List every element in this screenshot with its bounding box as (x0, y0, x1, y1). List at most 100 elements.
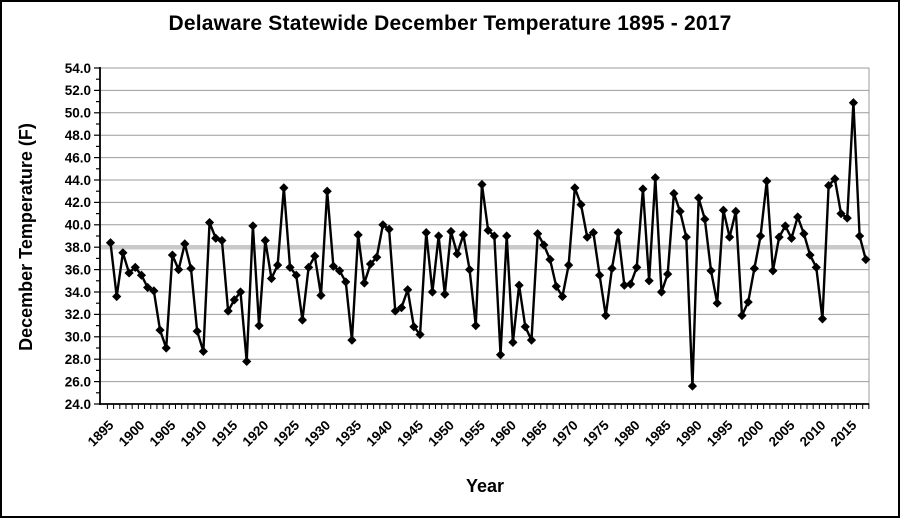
data-point-marker (396, 303, 407, 313)
data-point-marker (731, 206, 741, 216)
data-point-marker (576, 200, 586, 210)
y-tick-label: 50.0 (65, 106, 91, 121)
data-point-marker (341, 277, 351, 287)
data-point-marker (675, 206, 685, 216)
data-point-marker (495, 350, 506, 360)
data-point-marker (384, 224, 394, 234)
data-point-marker (656, 287, 667, 297)
data-point-marker (297, 315, 308, 325)
data-point-marker (526, 335, 537, 345)
x-tick-label: 1950 (425, 418, 457, 450)
data-point-marker (694, 193, 704, 203)
data-point-marker (409, 322, 419, 332)
data-point-marker (483, 225, 493, 235)
data-point-marker (390, 306, 400, 316)
data-point-marker (700, 214, 710, 224)
data-point-marker (712, 298, 722, 308)
x-axis-ticks: 1895 1900 1905 1910 1915 1920 1925 1930 1935 1940… (85, 404, 870, 450)
data-point-marker (266, 273, 277, 284)
data-point-marker (570, 183, 580, 193)
x-tick-label: 2000 (735, 418, 767, 450)
data-point-marker (471, 321, 481, 331)
x-tick-label: 2015 (828, 417, 860, 449)
data-point-marker (359, 278, 369, 288)
data-point-marker (762, 176, 772, 186)
x-tick-label: 1930 (301, 418, 333, 450)
y-tick-label: 36.0 (65, 262, 91, 277)
data-point-marker (174, 265, 184, 275)
y-tick-label: 28.0 (65, 352, 91, 367)
data-point-marker (477, 179, 487, 190)
data-point-marker (681, 232, 691, 242)
data-point-marker (687, 381, 698, 391)
data-point-marker (755, 231, 766, 241)
data-point-marker (372, 252, 382, 262)
data-point-marker (136, 270, 147, 280)
data-point-marker (514, 280, 524, 290)
data-point-marker (285, 262, 295, 272)
data-point-marker (613, 228, 623, 238)
data-point-marker (254, 321, 264, 331)
data-point-marker (644, 276, 654, 286)
data-point-marker (737, 310, 747, 321)
data-point-marker (464, 265, 475, 275)
y-tick-label: 42.0 (65, 195, 91, 210)
x-axis-label: Year (465, 476, 505, 496)
data-point-marker (619, 280, 629, 290)
data-point-marker (607, 263, 617, 274)
data-point-marker (458, 230, 468, 240)
data-point-marker (669, 188, 679, 199)
temperature-line (109, 101, 867, 388)
data-point-marker (260, 235, 270, 246)
data-point-marker (545, 254, 555, 265)
x-tick-label: 1915 (209, 417, 241, 449)
data-point-marker (403, 285, 413, 295)
data-point-marker (502, 231, 512, 241)
y-tick-label: 54.0 (65, 61, 91, 76)
y-tick-label: 24.0 (65, 397, 91, 412)
data-point-marker (817, 314, 828, 324)
x-tick-label: 1935 (332, 417, 364, 449)
data-point-marker (508, 337, 518, 347)
data-point-marker (415, 329, 425, 340)
data-point-marker (235, 287, 246, 297)
y-tick-label: 32.0 (65, 307, 91, 322)
data-point-marker (273, 260, 283, 270)
data-point-marker (793, 212, 803, 222)
data-point-marker (446, 226, 456, 237)
y-tick-label: 34.0 (65, 285, 91, 300)
data-point-marker (347, 335, 357, 345)
x-tick-label: 1960 (487, 418, 519, 450)
data-point-marker (774, 232, 784, 242)
data-point-marker (601, 310, 611, 321)
data-point-marker (489, 231, 499, 241)
data-point-marker (242, 356, 252, 367)
data-point-marker (805, 250, 815, 260)
data-point-marker (353, 230, 363, 240)
data-point-marker (786, 233, 797, 243)
data-point-marker (427, 287, 438, 297)
data-point-marker (328, 261, 338, 271)
data-point-marker (304, 262, 314, 272)
y-axis-ticks: 24.0 26.0 28.0 30.0 32.0 34.0 36.0 38.0 40.0 42.0… (65, 61, 100, 412)
data-point-marker (124, 268, 134, 278)
data-point-marker (799, 229, 809, 239)
data-point-marker (434, 231, 444, 241)
data-point-marker (167, 250, 178, 260)
x-tick-label: 2005 (766, 417, 798, 449)
data-point-marker (743, 297, 753, 307)
x-tick-label: 1920 (240, 418, 272, 450)
data-point-marker (440, 289, 450, 299)
x-tick-label: 1990 (673, 418, 705, 450)
data-point-marker (749, 263, 759, 274)
data-point-marker (112, 291, 122, 302)
x-tick-label: 1955 (456, 417, 488, 449)
x-tick-label: 1940 (363, 418, 395, 450)
y-tick-label: 44.0 (65, 173, 91, 188)
x-tick-label: 1925 (270, 417, 302, 449)
data-point-marker (452, 249, 462, 259)
data-point-marker (365, 259, 376, 269)
data-point-marker (229, 295, 239, 305)
data-point-marker (842, 213, 852, 223)
